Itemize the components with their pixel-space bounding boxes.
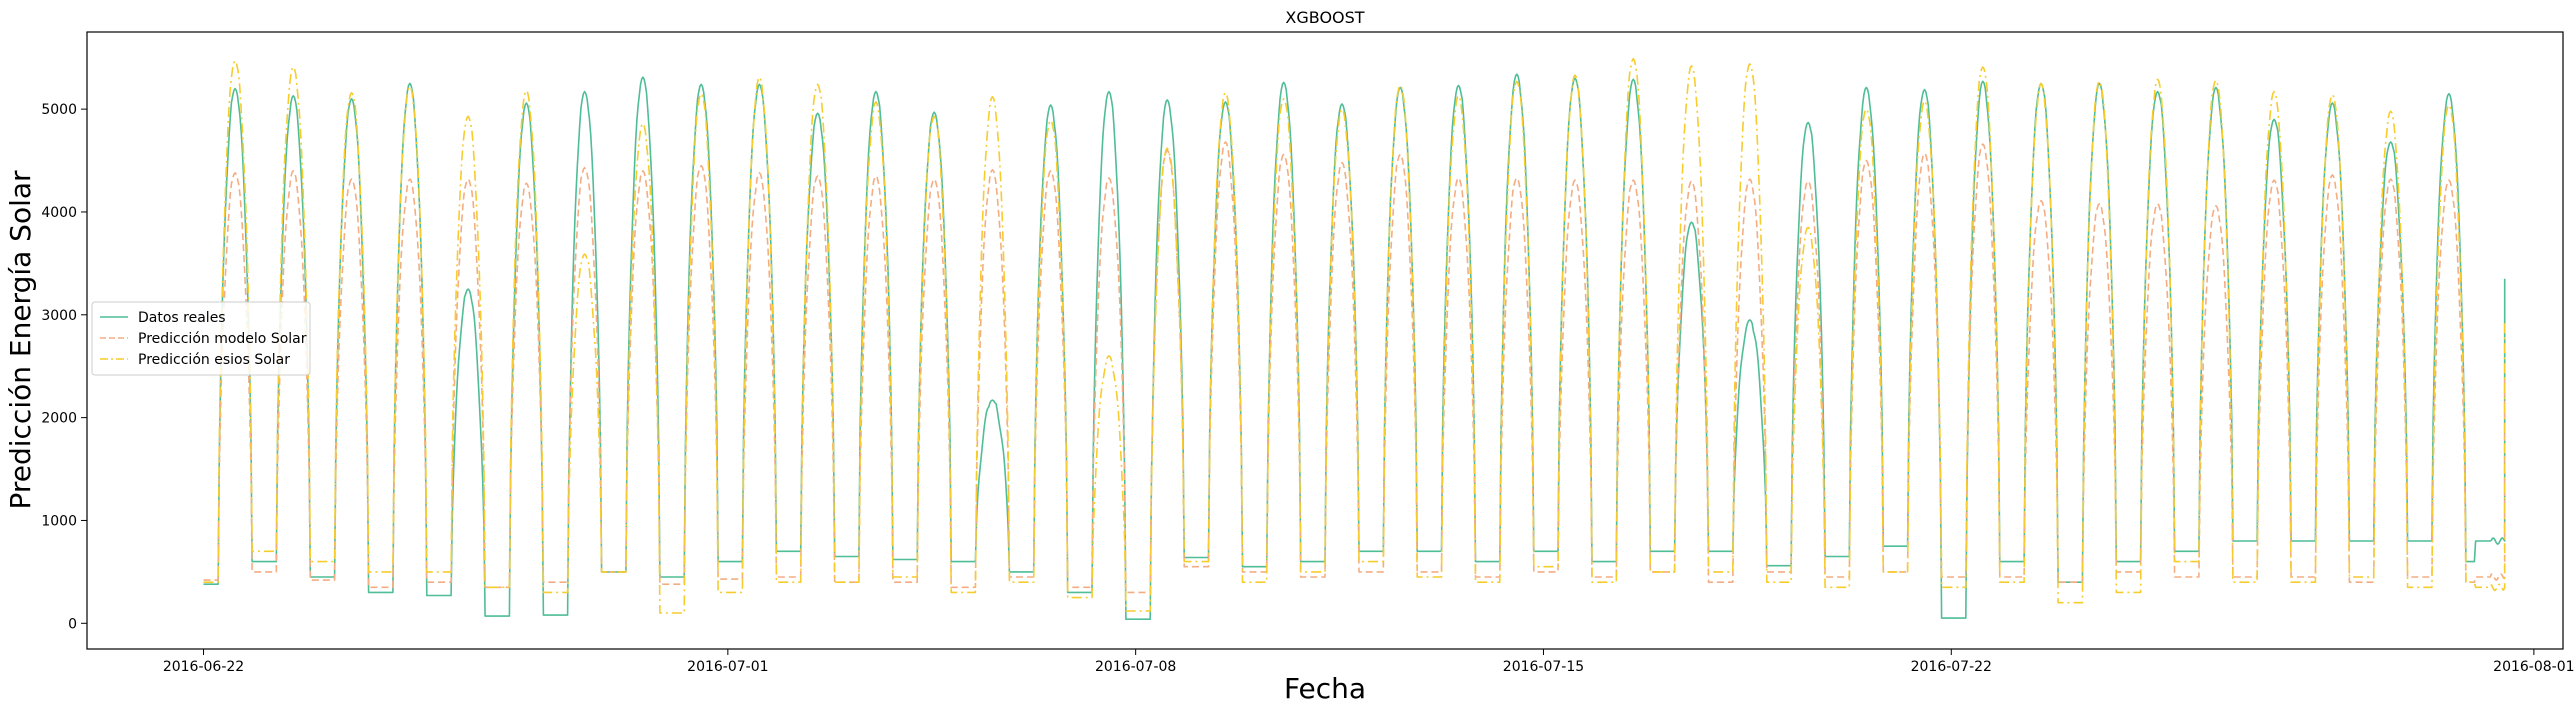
x-tick-label: 2016-07-15 — [1503, 659, 1584, 675]
x-tick-label: 2016-07-08 — [1095, 659, 1176, 675]
x-tick-label: 2016-08-01 — [2493, 659, 2574, 675]
y-tick-label: 0 — [68, 616, 77, 632]
legend-label-prediccion-modelo: Predicción modelo Solar — [138, 331, 307, 347]
x-tick-label: 2016-06-22 — [163, 659, 244, 675]
x-axis-label: Fecha — [1284, 672, 1366, 705]
y-tick-label: 2000 — [41, 411, 77, 427]
y-tick-label: 5000 — [41, 102, 77, 118]
series-line-1 — [203, 141, 2506, 594]
x-tick-label: 2016-07-22 — [1911, 659, 1992, 675]
x-tick-label: 2016-07-01 — [687, 659, 768, 675]
legend-label-datos-reales: Datos reales — [138, 310, 226, 326]
plot-area-frame — [86, 31, 2564, 650]
y-axis-label: Predicción Energía Solar — [4, 170, 37, 510]
y-tick-label: 4000 — [41, 205, 77, 221]
chart-title: XGBOOST — [1285, 8, 1364, 27]
legend-frame — [91, 301, 311, 376]
legend-label-prediccion-esios: Predicción esios Solar — [138, 352, 290, 368]
y-tick-label: 3000 — [41, 308, 77, 324]
legend: Datos reales Predicción modelo Solar Pre… — [91, 301, 311, 376]
series-layer — [203, 57, 2506, 620]
y-tick-label: 1000 — [41, 513, 77, 529]
y-axis: 0 1000 2000 3000 4000 5000 — [41, 102, 87, 632]
series-line-2 — [203, 57, 2506, 614]
series-line-0 — [203, 73, 2506, 620]
x-axis: 2016-06-22 2016-07-01 2016-07-08 2016-07-15… — [163, 649, 2575, 675]
